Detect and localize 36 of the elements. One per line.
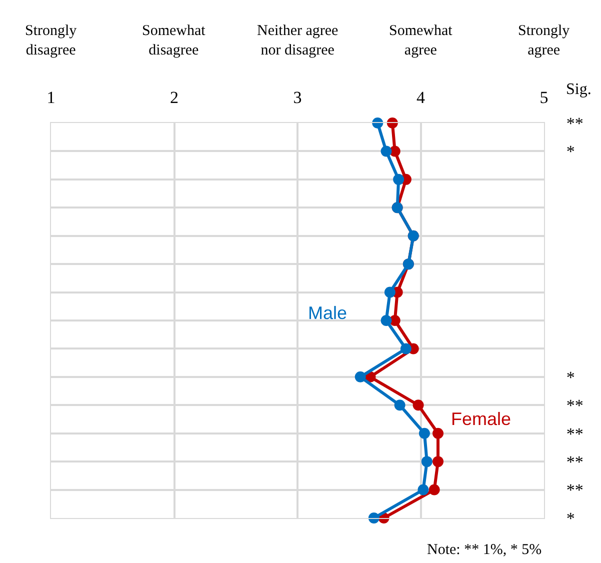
point [380,146,392,157]
point [354,371,366,382]
point [418,428,430,439]
text: Strongly agree [518,23,570,58]
x-tick-label: 2 [170,88,178,108]
text: Note: ** 1%, * 5% [427,542,542,558]
y-tick-label: ** [566,452,584,472]
text: Strongly disagree [25,23,78,58]
x-tick-label: 5 [540,88,548,108]
y-tick-label: * [566,142,575,162]
point [418,484,429,496]
x-tick-label: 1 [46,88,56,108]
y-axis-title: Sig. [566,81,592,98]
point [384,286,396,298]
point [412,400,424,411]
point [393,174,404,185]
x-tick-label: 4 [416,88,426,108]
text: Somewhat disagree [142,23,206,58]
y-tick-label: ** [566,396,584,416]
point [400,343,412,354]
y-tick-label: * [566,368,575,387]
point [394,400,406,411]
series-label: Female [451,409,512,429]
x-tick-label: 3 [293,88,302,108]
point [428,484,440,496]
text: Neither agree nor disagree [257,23,339,58]
y-tick-label: * [566,508,575,528]
y-tick-label: ** [566,480,584,500]
y-tick-label: ** [566,424,584,444]
y-tick-label: ** [566,114,584,133]
point [432,456,444,468]
point [432,428,444,439]
point [380,315,392,326]
point [421,456,432,468]
series-label: Male [308,303,348,323]
text: Somewhat agree [389,23,454,58]
